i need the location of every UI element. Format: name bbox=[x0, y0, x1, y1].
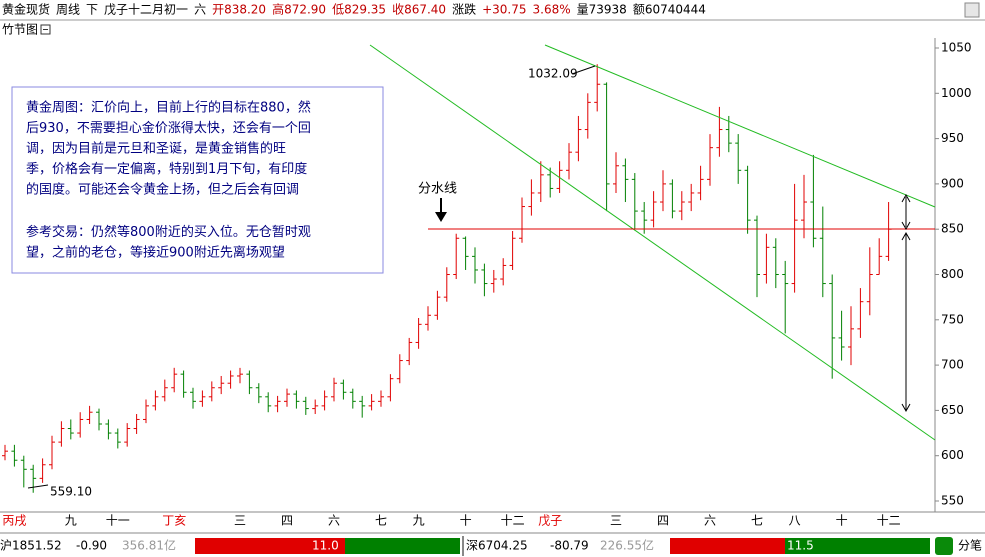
sh-amount: 356.81亿 bbox=[122, 538, 176, 553]
header-item: 高872.90 bbox=[272, 2, 326, 17]
header-item: 收867.40 bbox=[392, 3, 446, 17]
header-item: 戊子十二月初一 bbox=[104, 3, 188, 17]
note-line: 黄金周图：汇价向上，目前上行的目标在880，然 bbox=[26, 100, 311, 116]
arrow-head bbox=[435, 212, 447, 222]
sh-index: 沪1851.52 bbox=[0, 539, 62, 553]
header-item: +30.75 bbox=[482, 3, 526, 17]
sh-ratio: 11.0 bbox=[312, 539, 339, 553]
y-tick-label: 1000 bbox=[941, 86, 972, 100]
range-arrow-heads bbox=[901, 193, 911, 231]
y-tick-label: 1050 bbox=[941, 41, 972, 55]
header-bar bbox=[0, 0, 985, 20]
range-arrow-heads bbox=[901, 231, 911, 413]
note-line: 望，之前的老仓，等接近900附近先离场观望 bbox=[26, 245, 285, 261]
low-label: 559.10 bbox=[50, 485, 92, 499]
y-tick-label: 700 bbox=[941, 358, 964, 372]
y-tick-label: 950 bbox=[941, 131, 964, 145]
status-icon[interactable] bbox=[935, 537, 953, 555]
x-tick-label: 三 bbox=[610, 514, 622, 528]
x-tick-label: 六 bbox=[328, 514, 340, 528]
note-line: 季，价格会有一定偏离，特别到1月下旬，有印度 bbox=[26, 161, 307, 177]
x-tick-label: 六 bbox=[704, 514, 716, 528]
header-item: 额60740444 bbox=[633, 3, 706, 17]
x-tick-label: 八 bbox=[789, 514, 801, 528]
header-item: 下 bbox=[86, 3, 98, 17]
x-tick-label: 三 bbox=[234, 514, 246, 528]
y-tick-label: 550 bbox=[941, 494, 964, 508]
note-line: 的国度。可能还会令黄金上扬，但之后会有回调 bbox=[26, 182, 299, 198]
x-tick-label: 十 bbox=[836, 514, 848, 528]
x-tick-label: 十二 bbox=[877, 514, 901, 528]
x-tick-label: 九 bbox=[65, 514, 77, 528]
ratio-bar-down bbox=[785, 538, 930, 554]
x-tick-label: 四 bbox=[281, 514, 293, 528]
y-tick-label: 600 bbox=[941, 448, 964, 462]
sh-change: -0.90 bbox=[76, 539, 107, 553]
subtitle: 竹节图 bbox=[2, 23, 38, 37]
tab[interactable]: 分笔 bbox=[958, 538, 982, 553]
sz-change: -80.79 bbox=[550, 539, 589, 553]
sz-ratio: 11.5 bbox=[787, 539, 814, 553]
ratio-bar-down bbox=[345, 538, 460, 554]
note-line: 后930，不需要担心金价涨得太快，还会有一个回 bbox=[26, 120, 311, 136]
x-tick-label: 十 bbox=[460, 514, 472, 528]
bars bbox=[2, 64, 892, 493]
separator bbox=[462, 536, 464, 556]
x-tick-label: 九 bbox=[413, 514, 425, 528]
leader bbox=[27, 484, 49, 489]
x-tick-label: 十二 bbox=[501, 514, 525, 528]
ratio-bar-up bbox=[195, 538, 345, 554]
note: 黄金周图：汇价向上，目前上行的目标在880，然后930，不需要担心金价涨得太快，… bbox=[26, 100, 311, 261]
x-tick-label: 丙戌 bbox=[2, 514, 26, 528]
y-tick-label: 850 bbox=[941, 222, 964, 236]
x-tick-label: 丁亥 bbox=[162, 514, 186, 528]
note-line: 调，因为目前是元旦和圣诞，是黄金销售的旺 bbox=[26, 141, 286, 157]
header-item: 开838.20 bbox=[212, 3, 266, 17]
ratio-bar-up bbox=[670, 538, 785, 554]
header-item: 周线 bbox=[56, 3, 80, 17]
sz-amount: 226.55亿 bbox=[600, 538, 654, 553]
header-item: 3.68% bbox=[533, 3, 571, 17]
leader bbox=[571, 65, 596, 75]
y-tick-label: 750 bbox=[941, 312, 964, 326]
sz-index: 深6704.25 bbox=[466, 539, 528, 553]
trend-line bbox=[369, 44, 936, 441]
y-tick-label: 800 bbox=[941, 267, 964, 281]
x-tick-label: 四 bbox=[657, 514, 669, 528]
annotation: 分水线 bbox=[418, 182, 457, 197]
x-tick-label: 七 bbox=[375, 514, 387, 528]
header-item: 六 bbox=[194, 3, 206, 17]
header-item: 涨跌 bbox=[452, 2, 476, 17]
x-tick-label: 十一 bbox=[106, 514, 130, 528]
trend-line bbox=[544, 44, 936, 208]
y-tick-label: 900 bbox=[941, 176, 964, 190]
close-button[interactable] bbox=[964, 2, 980, 18]
header-item: 量73938 bbox=[577, 3, 627, 17]
high-label: 1032.09 bbox=[528, 67, 578, 81]
collapse-icon[interactable] bbox=[40, 24, 51, 35]
header-item: 黄金现货 bbox=[2, 2, 50, 17]
y-tick-label: 650 bbox=[941, 403, 964, 417]
note-box bbox=[11, 86, 384, 274]
header-item: 低829.35 bbox=[332, 3, 386, 17]
x-tick-label: 七 bbox=[751, 514, 763, 528]
note-line: 参考交易：仍然等800附近的买入位。无仓暂时观 bbox=[26, 224, 311, 240]
x-tick-label: 戊子 bbox=[538, 514, 562, 528]
